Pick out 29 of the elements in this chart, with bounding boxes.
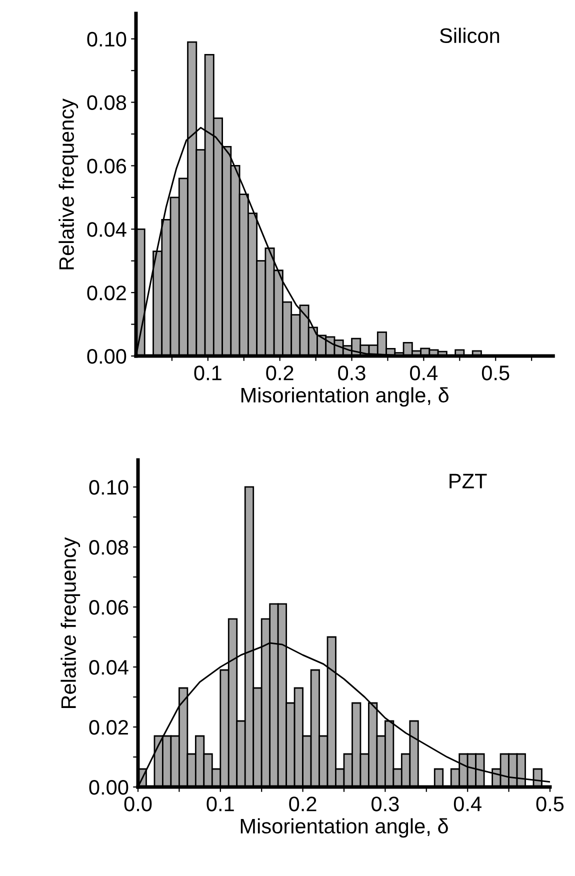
x-tick-label: 0.4 xyxy=(410,366,438,380)
x-tick-label: 0.2 xyxy=(289,796,316,812)
y-tick-label: 0.08 xyxy=(89,540,128,555)
annotation: Silicon xyxy=(440,28,500,44)
y-axis-title: Relative frequency xyxy=(60,537,80,708)
y-tick-label: 0.04 xyxy=(89,660,128,675)
x-tick-label: 0.0 xyxy=(124,796,152,812)
y-tick-label: 0.10 xyxy=(87,32,126,47)
annotation: PZT xyxy=(450,474,487,488)
x-axis-title: Misorientation angle, δ xyxy=(240,818,448,838)
y-tick-label: 0.00 xyxy=(87,349,126,364)
y-axis-title: Relative frequency xyxy=(58,98,78,270)
y-tick-label: 0.04 xyxy=(87,222,126,237)
y-tick-label: 0.02 xyxy=(87,286,126,300)
x-tick-label: 0.3 xyxy=(372,796,399,812)
y-tick-label: 0.06 xyxy=(89,600,128,615)
y-tick-label: 0.10 xyxy=(89,480,128,495)
x-tick-label: 0.4 xyxy=(454,796,482,812)
y-tick-label: 0.02 xyxy=(89,720,128,735)
y-tick-label: 0.00 xyxy=(89,780,128,795)
x-axis-title: Misorientation angle, δ xyxy=(241,387,449,407)
x-tick-label: 0.2 xyxy=(266,366,294,380)
x-tick-label: 0.1 xyxy=(206,796,234,812)
x-tick-label: 0.1 xyxy=(194,366,222,380)
x-tick-label: 0.5 xyxy=(482,366,510,380)
x-tick-label: 0.3 xyxy=(338,366,366,380)
y-tick-label: 0.08 xyxy=(87,95,126,110)
x-tick-label: 0.5 xyxy=(536,796,564,812)
y-tick-label: 0.06 xyxy=(87,158,126,174)
